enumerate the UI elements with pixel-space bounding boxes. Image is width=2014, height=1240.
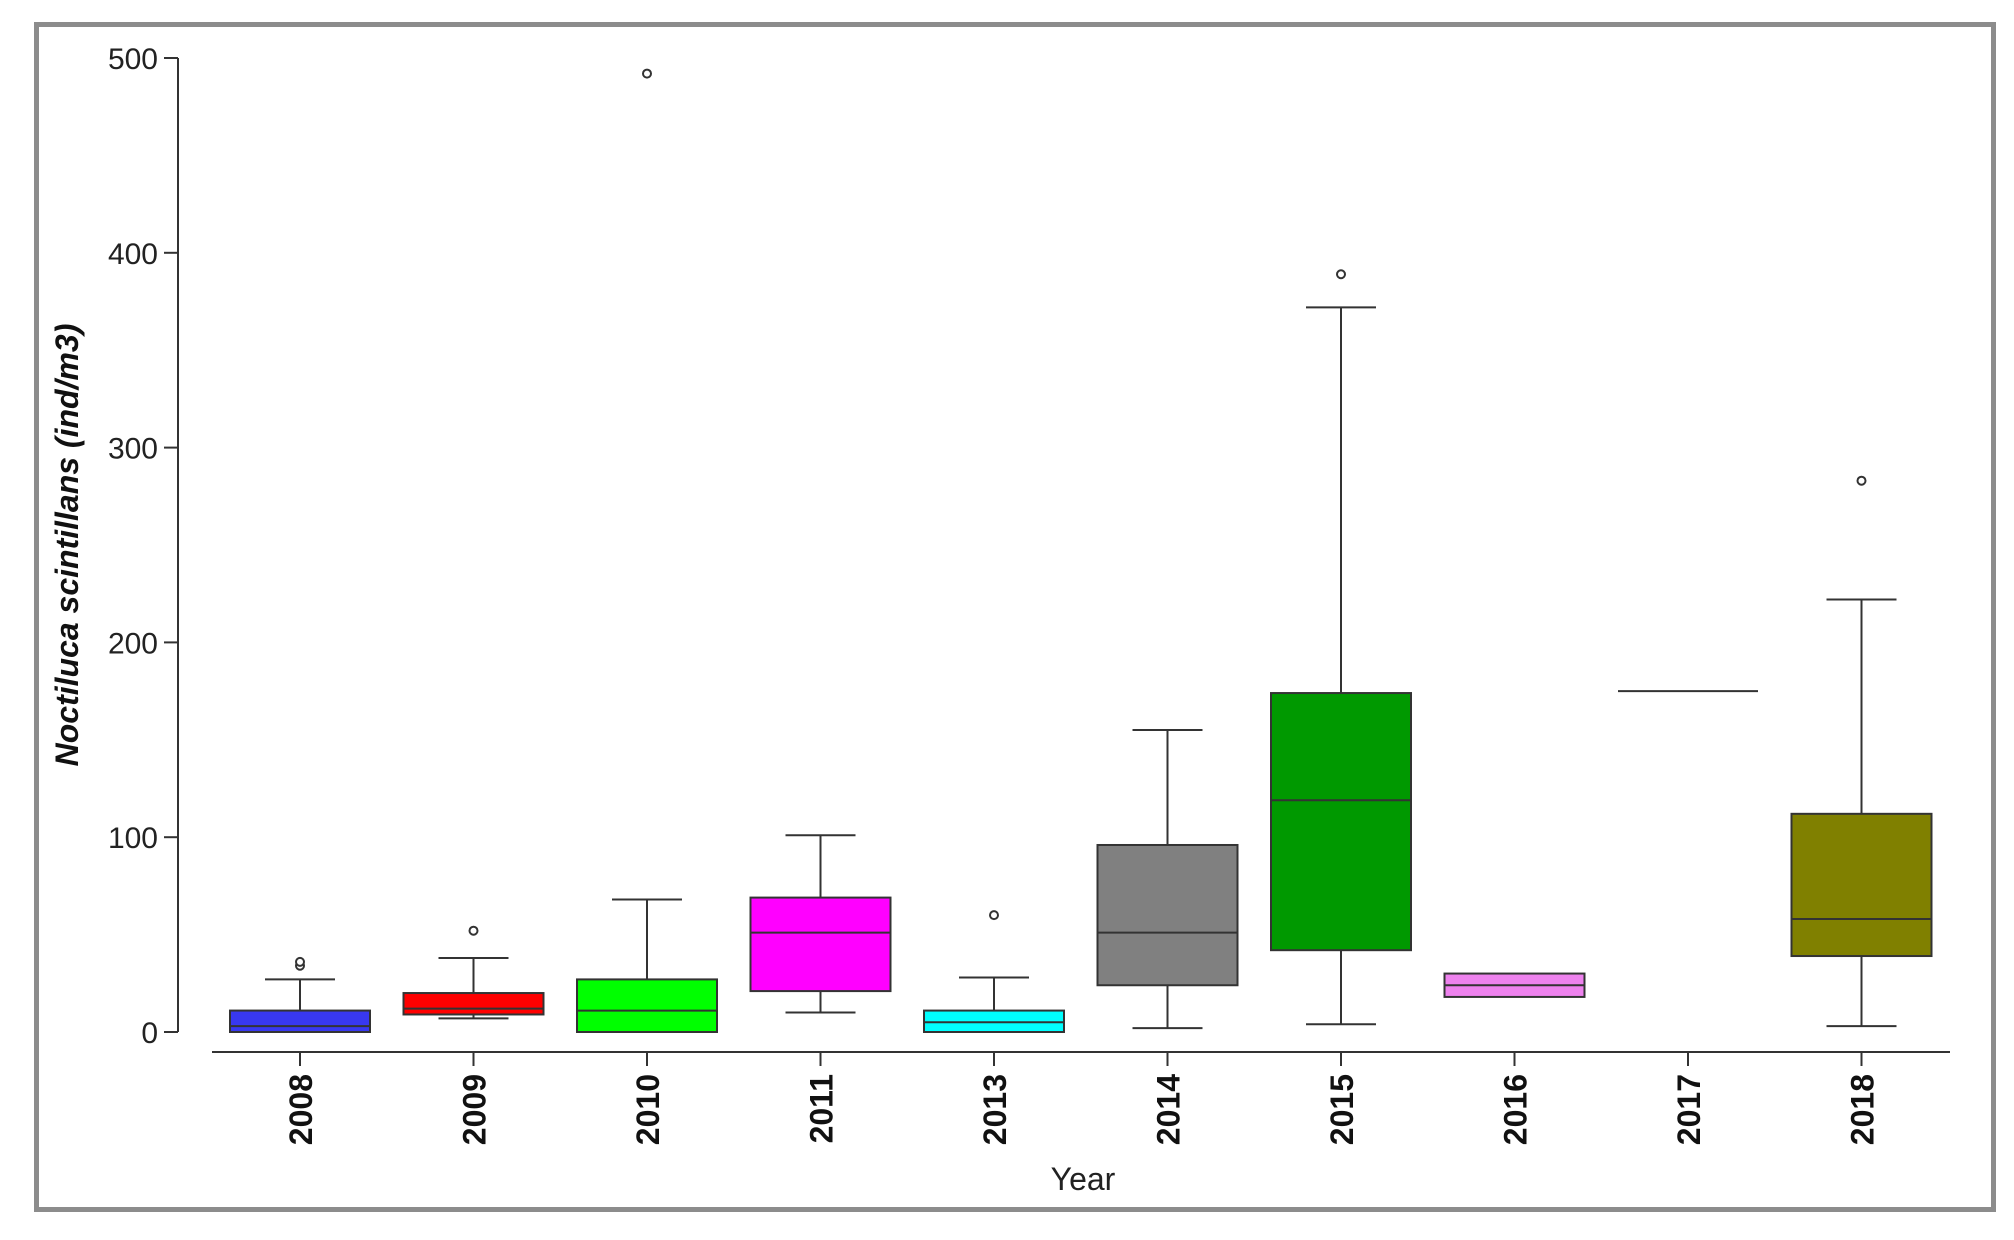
y-tick-label: 300 [108, 433, 158, 466]
box-iqr [1096, 843, 1239, 987]
y-tick-label: 100 [108, 822, 158, 855]
x-tick-label: 2015 [1324, 1074, 1360, 1145]
x-tick-label: 2018 [1845, 1074, 1881, 1145]
box-2015 [1270, 269, 1412, 1026]
y-axis-title: Noctiluca scintillans (ind/m3) [49, 324, 85, 767]
box-2010 [576, 68, 718, 1033]
box-2009 [402, 925, 545, 1020]
y-tick-label: 400 [108, 238, 158, 271]
box-iqr [402, 992, 545, 1016]
box-2016 [1443, 972, 1586, 998]
x-tick-label: 2009 [457, 1074, 493, 1145]
x-tick-label: 2016 [1498, 1074, 1534, 1145]
chart-frame [34, 22, 1996, 1212]
box-2011 [749, 834, 892, 1014]
y-axis: 0 100 200 300 400 500 [108, 43, 179, 1050]
outlier-point [295, 956, 305, 967]
x-tick-label: 2017 [1671, 1074, 1707, 1145]
x-tick-label: 2011 [804, 1074, 840, 1143]
box-2008 [229, 956, 371, 1034]
x-tick-label: 2013 [977, 1074, 1013, 1145]
outlier-point [642, 68, 652, 79]
x-axis-title: Year [1051, 1161, 1116, 1197]
box-iqr [749, 896, 892, 993]
y-tick-label: 500 [108, 43, 158, 76]
box-iqr [1270, 692, 1412, 952]
box-2018 [1790, 475, 1933, 1028]
x-tick-label: 2010 [630, 1074, 666, 1145]
y-tick-label: 200 [108, 627, 158, 660]
x-tick-label: 2008 [283, 1074, 319, 1145]
x-axis: 2008 2009 2010 2011 2013 2014 2015 2016 2017 2018 [212, 1051, 1950, 1145]
outlier-point [1856, 475, 1867, 486]
box-iqr [229, 1009, 371, 1034]
box-iqr [576, 978, 718, 1033]
box-iqr [1790, 812, 1933, 958]
y-tick-label: 0 [141, 1017, 158, 1050]
outlier-point [1336, 269, 1346, 280]
box-2014 [1096, 729, 1239, 1030]
outlier-point [468, 925, 479, 936]
box-2013 [923, 910, 1065, 1034]
outlier-point [989, 910, 999, 921]
box-series [229, 68, 1933, 1034]
x-tick-label: 2014 [1151, 1074, 1187, 1145]
